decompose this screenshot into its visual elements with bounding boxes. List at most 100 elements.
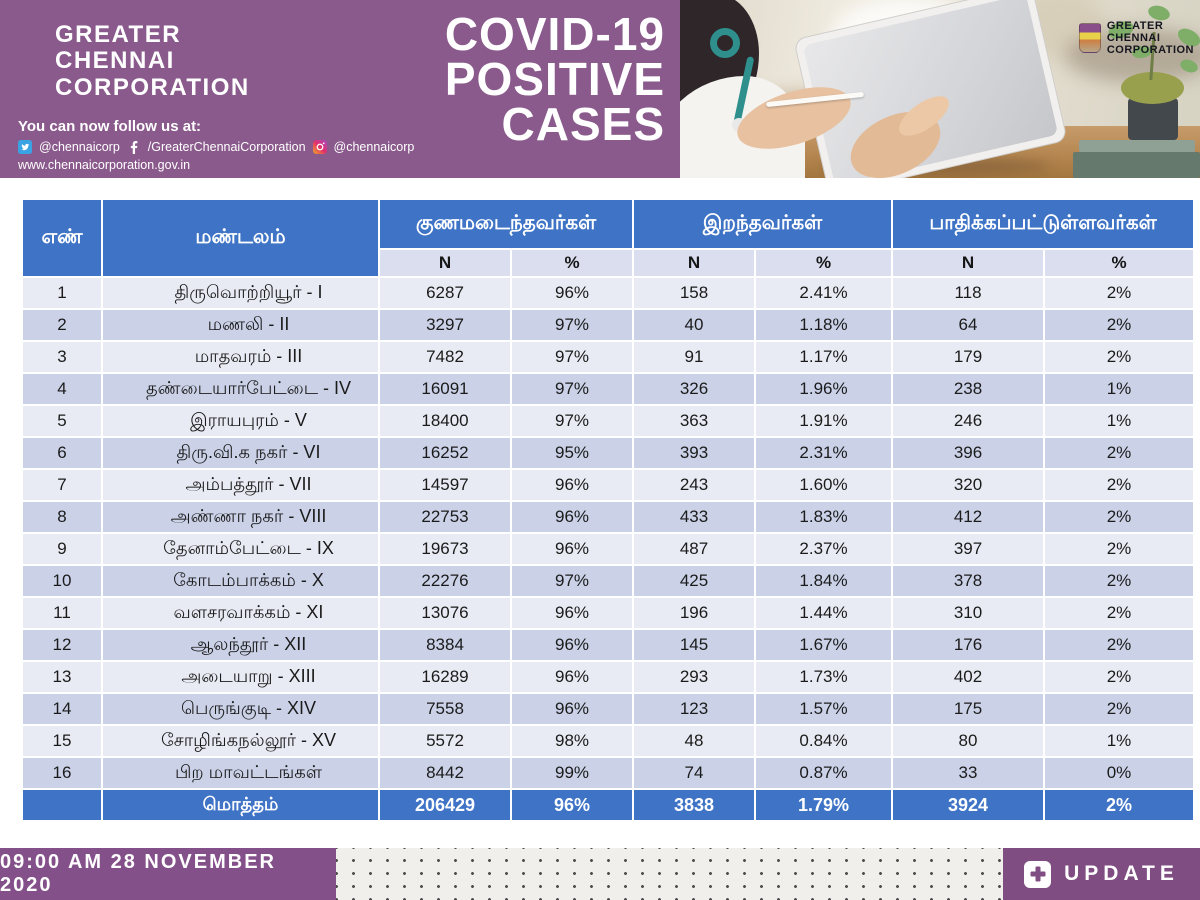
table-row: 10 கோடம்பாக்கம் - X 22276 97% 425 1.84% 378 2% (23, 566, 1194, 596)
row-number: 10 (23, 566, 101, 596)
zone-name: தேனாம்பேட்டை - IX (103, 534, 378, 564)
column-group-recovered: குணமடைந்தவர்கள் (380, 200, 632, 248)
deaths-percent: 1.83% (756, 502, 892, 532)
recovered-percent: 97% (512, 342, 632, 372)
affected-percent: 1% (1045, 726, 1194, 756)
affected-percent: 2% (1045, 662, 1194, 692)
page-title-line2: POSITIVE (444, 53, 665, 105)
affected-percent: 2% (1045, 630, 1194, 660)
recovered-percent: 96% (512, 278, 632, 308)
deaths-count: 48 (634, 726, 754, 756)
photo-logo-line2: CHENNAI (1106, 32, 1161, 45)
affected-count: 397 (893, 534, 1044, 564)
medical-plus-icon (1024, 860, 1052, 888)
recovered-percent: 96% (512, 694, 632, 724)
affected-percent: 1% (1045, 374, 1194, 404)
recovered-count: 16289 (380, 662, 510, 692)
zone-name: மணலி - II (103, 310, 378, 340)
affected-count: 33 (893, 758, 1044, 788)
page-title: COVID-19 POSITIVE CASES (330, 8, 665, 147)
zone-name: பிற மாவட்டங்கள் (103, 758, 378, 788)
timestamp-box: 09:00 AM 28 NOVEMBER 2020 (0, 848, 336, 900)
deaths-percent: 1.91% (756, 406, 892, 436)
facebook-handle[interactable]: /GreaterChennaiCorporation (147, 140, 306, 154)
zone-name: திரு.வி.க நகர் - VI (103, 438, 378, 468)
row-number: 9 (23, 534, 101, 564)
deaths-percent: 1.57% (756, 694, 892, 724)
affected-count: 412 (893, 502, 1044, 532)
photo-logo-line1: GREATER (1106, 20, 1164, 32)
follow-block: You can now follow us at: @chennaicorp /… (18, 118, 414, 172)
total-recovered-percent: 96% (512, 790, 632, 820)
total-deaths-percent: 1.79% (756, 790, 892, 820)
update-button-label: UPDATE (1064, 862, 1179, 885)
instagram-handle[interactable]: @chennaicorp (333, 140, 415, 154)
recovered-count: 7482 (380, 342, 510, 372)
deaths-count: 123 (634, 694, 754, 724)
zone-name: திருவொற்றியூர் - I (103, 278, 378, 308)
subheader-deaths-n: N (634, 250, 754, 276)
affected-percent: 2% (1045, 566, 1194, 596)
table-body: 1 திருவொற்றியூர் - I 6287 96% 158 2.41% 118 2% 2… (23, 278, 1194, 788)
affected-count: 179 (893, 342, 1044, 372)
table-row: 6 திரு.வி.க நகர் - VI 16252 95% 393 2.31% 396 2… (23, 438, 1194, 468)
recovered-count: 18400 (380, 406, 510, 436)
total-row-spacer (23, 790, 101, 820)
row-number: 3 (23, 342, 101, 372)
table-row: 2 மணலி - II 3297 97% 40 1.18% 64 2% (23, 310, 1194, 340)
affected-percent: 2% (1045, 534, 1194, 564)
zone-name: சோழிங்கநல்லூர் - XV (103, 726, 378, 756)
recovered-percent: 97% (512, 374, 632, 404)
affected-percent: 2% (1045, 694, 1194, 724)
twitter-handle[interactable]: @chennaicorp (39, 140, 120, 154)
zone-name: ஆலந்தூர் - XII (103, 630, 378, 660)
column-header-number: எண் (23, 200, 101, 276)
deaths-percent: 0.87% (756, 758, 892, 788)
deaths-count: 393 (634, 438, 754, 468)
recovered-percent: 96% (512, 598, 632, 628)
zone-name: வளசரவாக்கம் - XI (103, 598, 378, 628)
deaths-count: 326 (634, 374, 754, 404)
affected-count: 176 (893, 630, 1044, 660)
table-row: 16 பிற மாவட்டங்கள் 8442 99% 74 0.87% 33 0% (23, 758, 1194, 788)
deaths-count: 243 (634, 470, 754, 500)
deaths-percent: 1.18% (756, 310, 892, 340)
org-logo-line3: CORPORATION (55, 73, 250, 101)
table-row: 13 அடையாறு - XIII 16289 96% 293 1.73% 402 2% (23, 662, 1194, 692)
table-row: 5 இராயபுரம் - V 18400 97% 363 1.91% 246 1% (23, 406, 1194, 436)
row-number: 4 (23, 374, 101, 404)
twitter-icon (18, 140, 32, 154)
column-group-affected: பாதிக்கப்பட்டுள்ளவர்கள் (893, 200, 1194, 248)
recovered-count: 8442 (380, 758, 510, 788)
header-photo: GREATER CHENNAI CORPORATION (680, 0, 1200, 178)
recovered-percent: 96% (512, 534, 632, 564)
affected-percent: 2% (1045, 470, 1194, 500)
website-link[interactable]: www.chennaicorporation.gov.in (18, 158, 191, 172)
recovered-percent: 96% (512, 470, 632, 500)
zone-name: இராயபுரம் - V (103, 406, 378, 436)
deaths-percent: 1.44% (756, 598, 892, 628)
recovered-percent: 97% (512, 566, 632, 596)
zone-name: மாதவரம் - III (103, 342, 378, 372)
affected-count: 396 (893, 438, 1044, 468)
update-button[interactable]: UPDATE (1003, 848, 1200, 900)
page-title-line1: COVID-19 (444, 8, 665, 60)
total-affected-percent: 2% (1045, 790, 1194, 820)
banner: GREATER CHENNAI CORPORATION COVID-19 POS… (0, 0, 1200, 178)
row-number: 6 (23, 438, 101, 468)
subheader-affected-n: N (893, 250, 1044, 276)
affected-count: 320 (893, 470, 1044, 500)
recovered-count: 6287 (380, 278, 510, 308)
photo-plant-pot (1128, 98, 1178, 140)
affected-count: 64 (893, 310, 1044, 340)
zone-name: அம்பத்தூர் - VII (103, 470, 378, 500)
table-row: 12 ஆலந்தூர் - XII 8384 96% 145 1.67% 176 2% (23, 630, 1194, 660)
zone-name: கோடம்பாக்கம் - X (103, 566, 378, 596)
covid-cases-table: எண் மண்டலம் குணமடைந்தவர்கள் இறந்தவர்கள் … (21, 198, 1196, 822)
deaths-percent: 1.73% (756, 662, 892, 692)
recovered-count: 8384 (380, 630, 510, 660)
affected-percent: 2% (1045, 438, 1194, 468)
affected-percent: 2% (1045, 310, 1194, 340)
row-number: 5 (23, 406, 101, 436)
